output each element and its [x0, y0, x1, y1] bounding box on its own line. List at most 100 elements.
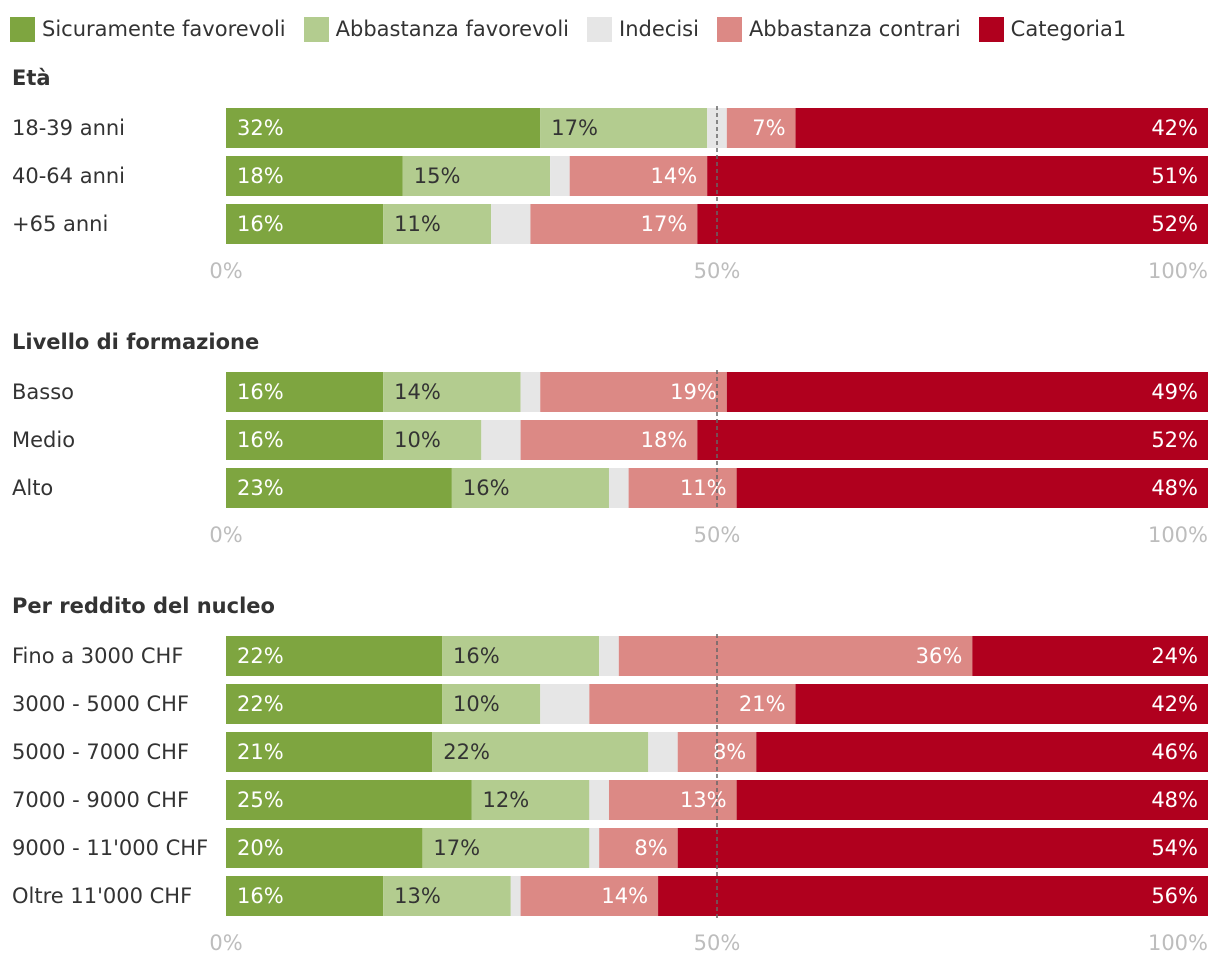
- data-label: 8%: [634, 836, 667, 860]
- row-label: Medio: [12, 428, 75, 452]
- data-label: 48%: [1151, 788, 1198, 812]
- chart-legend: Sicuramente favorevoli Abbastanza favorev…: [10, 12, 1144, 46]
- row-label: +65 anni: [12, 212, 108, 236]
- bar-segment: [628, 468, 737, 508]
- row-label: 3000 - 5000 CHF: [12, 692, 189, 716]
- data-label: 14%: [601, 884, 648, 908]
- bar-segment: [726, 108, 796, 148]
- data-label: 51%: [1151, 164, 1198, 188]
- legend-label: Sicuramente favorevoli: [42, 17, 286, 41]
- bar-segment: [608, 780, 737, 820]
- bar-segment: [648, 732, 678, 772]
- data-label: 14%: [650, 164, 697, 188]
- data-label: 18%: [641, 428, 688, 452]
- data-label: 18%: [237, 164, 284, 188]
- data-label: 10%: [394, 428, 441, 452]
- data-label: 16%: [463, 476, 510, 500]
- bar-segment: [226, 684, 443, 724]
- bar-segment: [795, 108, 1208, 148]
- data-label: 52%: [1151, 428, 1198, 452]
- bar-segment: [697, 204, 1208, 244]
- bar-segment: [550, 156, 570, 196]
- row-label: Fino a 3000 CHF: [12, 644, 183, 668]
- row-label: 7000 - 9000 CHF: [12, 788, 189, 812]
- row-label: Basso: [12, 380, 74, 404]
- bar-segment: [697, 420, 1208, 460]
- data-label: 11%: [394, 212, 441, 236]
- data-label: 49%: [1151, 380, 1198, 404]
- data-label: 24%: [1151, 644, 1198, 668]
- legend-item: Sicuramente favorevoli: [10, 16, 286, 42]
- row-label: Alto: [12, 476, 53, 500]
- bar-segment: [520, 420, 698, 460]
- bar-segment: [530, 204, 698, 244]
- bar-segment: [520, 876, 659, 916]
- bar-segment: [707, 156, 1208, 196]
- bar-segment: [226, 372, 384, 412]
- bar-segment: [510, 876, 521, 916]
- bar-segment: [736, 780, 1208, 820]
- data-label: 21%: [237, 740, 284, 764]
- bar-segment: [756, 732, 1208, 772]
- data-label: 14%: [394, 380, 441, 404]
- axis-tick-label: 50%: [694, 523, 741, 547]
- legend-swatch: [587, 16, 613, 42]
- row-label: Oltre 11'000 CHF: [12, 884, 192, 908]
- bar-segment: [540, 684, 590, 724]
- legend-label: Categoria1: [1010, 17, 1127, 41]
- data-label: 10%: [453, 692, 500, 716]
- legend-label: Abbastanza favorevoli: [335, 17, 570, 41]
- bar-segment: [972, 636, 1208, 676]
- data-label: 16%: [237, 212, 284, 236]
- data-label: 17%: [433, 836, 480, 860]
- data-label: 7%: [752, 116, 785, 140]
- axis-tick-label: 100%: [1148, 259, 1208, 283]
- bar-segment: [226, 876, 384, 916]
- data-label: 16%: [237, 428, 284, 452]
- axis-tick-label: 0%: [209, 523, 242, 547]
- data-label: 16%: [237, 884, 284, 908]
- legend-swatch: [303, 16, 329, 42]
- bar-segment: [226, 108, 541, 148]
- legend-label: Abbastanza contrari: [748, 17, 961, 41]
- bar-segment: [569, 156, 708, 196]
- bar-segment: [540, 108, 708, 148]
- bar-segment: [226, 468, 452, 508]
- bar-segment: [226, 636, 443, 676]
- data-label: 21%: [739, 692, 786, 716]
- data-label: 32%: [237, 116, 284, 140]
- data-label: 16%: [237, 380, 284, 404]
- bar-segment: [589, 780, 609, 820]
- bar-segment: [795, 684, 1208, 724]
- bar-segment: [589, 684, 796, 724]
- bar-segment: [226, 156, 403, 196]
- axis-tick-label: 100%: [1148, 931, 1208, 955]
- legend-item: Abbastanza contrari: [716, 16, 961, 42]
- data-label: 11%: [680, 476, 727, 500]
- legend-label: Indecisi: [619, 17, 699, 41]
- data-label: 48%: [1151, 476, 1198, 500]
- data-label: 52%: [1151, 212, 1198, 236]
- bar-segment: [422, 828, 590, 868]
- data-label: 25%: [237, 788, 284, 812]
- panel-title: Livello di formazione: [12, 330, 259, 354]
- bar-segment: [540, 372, 727, 412]
- bar-segment: [736, 468, 1208, 508]
- axis-tick-label: 50%: [694, 259, 741, 283]
- bar-segment: [658, 876, 1208, 916]
- data-label: 46%: [1151, 740, 1198, 764]
- data-label: 56%: [1151, 884, 1198, 908]
- bar-segment: [383, 372, 521, 412]
- bar-segment: [383, 204, 492, 244]
- row-label: 40-64 anni: [12, 164, 125, 188]
- data-label: 42%: [1151, 692, 1198, 716]
- row-label: 5000 - 7000 CHF: [12, 740, 189, 764]
- data-label: 20%: [237, 836, 284, 860]
- data-label: 8%: [713, 740, 746, 764]
- bar-segment: [608, 468, 629, 508]
- panel-title: Per reddito del nucleo: [12, 594, 275, 618]
- bar-segment: [451, 468, 609, 508]
- data-label: 22%: [237, 692, 284, 716]
- axis-tick-label: 0%: [209, 931, 242, 955]
